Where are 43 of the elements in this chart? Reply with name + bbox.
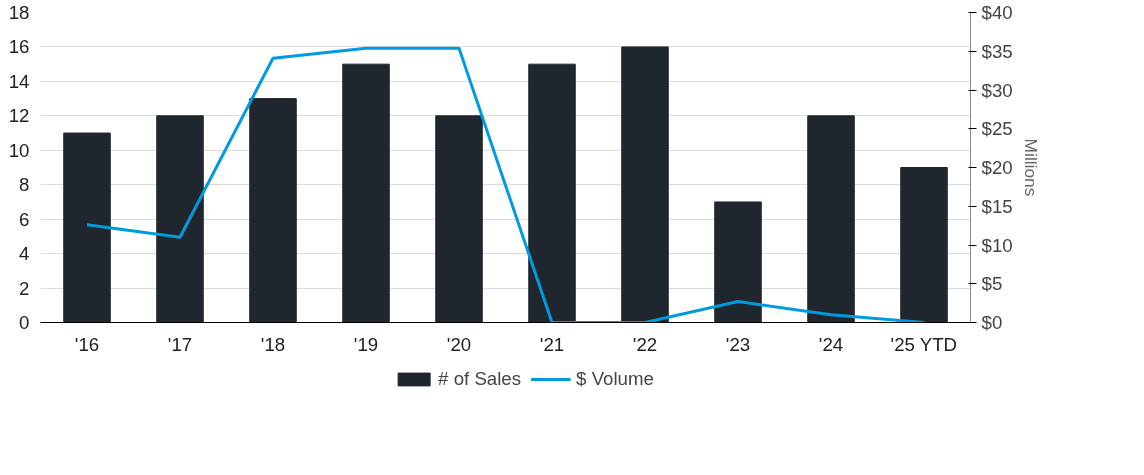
x-tick-label: '24 (818, 333, 844, 355)
y-tick-label: 14 (8, 70, 30, 92)
y-tick-label: 2 (19, 277, 30, 299)
x-tick-label: '25 YTD (890, 333, 958, 355)
bar (900, 167, 948, 323)
x-tick-label: '20 (446, 333, 472, 355)
x-tick-label: '23 (725, 333, 751, 355)
y2-axis-title: Millions (1020, 138, 1041, 197)
x-tick-label: '16 (74, 333, 100, 355)
x-tick-label: '17 (167, 333, 193, 355)
y-tick-label: 12 (8, 105, 30, 127)
y2-tick-label: $20 (981, 157, 1013, 178)
bar (63, 132, 111, 323)
y2-tick-label: $40 (981, 2, 1013, 23)
bar (621, 46, 669, 323)
bar (249, 98, 297, 323)
bar (528, 63, 576, 323)
y-tick-label: 8 (19, 174, 30, 196)
bar (807, 115, 855, 323)
x-tick-label: '21 (539, 333, 565, 355)
bar (156, 115, 204, 323)
y2-tick-label: $25 (981, 118, 1013, 140)
y-tick-label: 18 (8, 2, 30, 23)
y2-tick-label: $5 (981, 273, 1003, 295)
legend-label: $ Volume (576, 368, 654, 390)
line-series (85, 46, 926, 323)
x-tick-label: '19 (353, 333, 379, 355)
y2-tick-label: $10 (981, 234, 1013, 256)
y-tick-label: 0 (19, 312, 30, 333)
y-tick-label: 6 (19, 208, 30, 230)
y2-tick-label: $15 (981, 195, 1013, 217)
bar (435, 115, 483, 323)
y2-tick-label: $30 (981, 79, 1013, 101)
y-tick-label: 16 (8, 36, 30, 58)
y2-tick-label: $0 (981, 312, 1003, 333)
y-tick-label: 10 (8, 139, 30, 161)
legend-label: # of Sales (438, 368, 522, 390)
y-tick-label: 4 (19, 243, 30, 265)
y2-tick-label: $35 (981, 40, 1013, 62)
x-tick-label: '22 (632, 333, 658, 355)
bar (342, 63, 390, 323)
x-tick-label: '18 (260, 333, 286, 355)
bar (714, 201, 762, 323)
